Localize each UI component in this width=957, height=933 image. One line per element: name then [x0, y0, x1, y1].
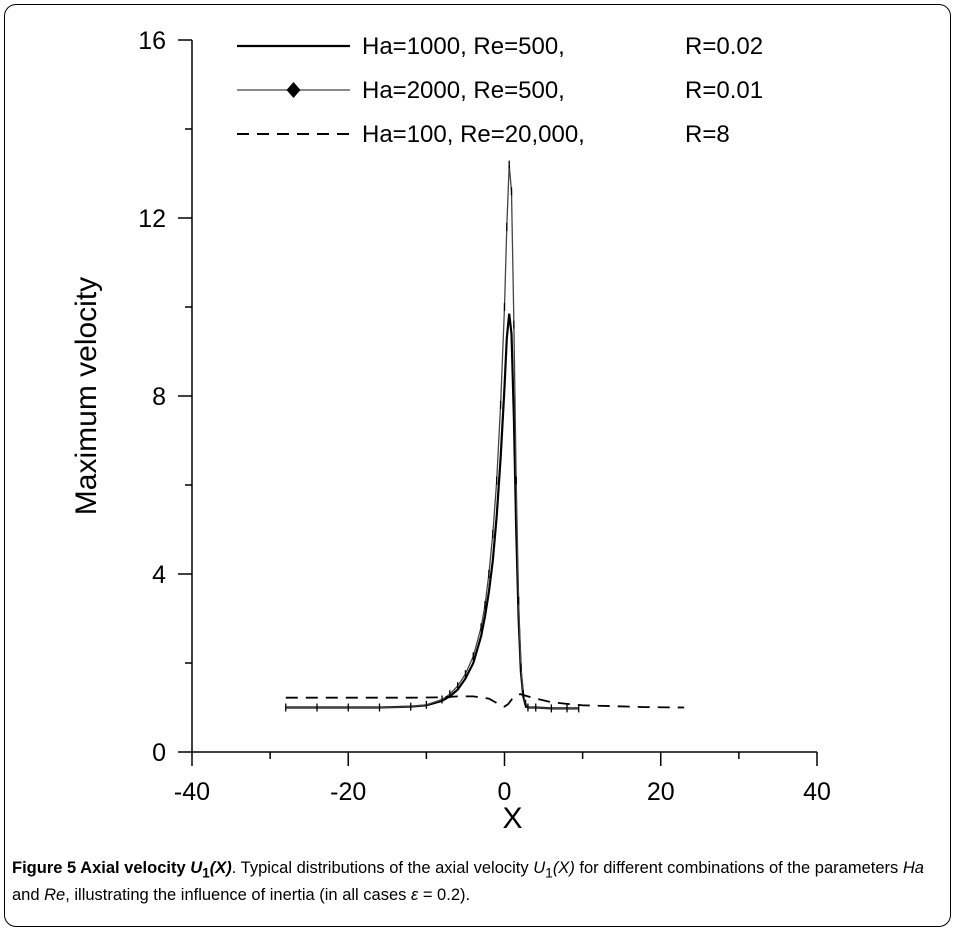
chart-axes: 0 4 8 12 16 -40 -20 0 20 40 X Maximum velocity [70, 27, 831, 835]
y-tick-label: 8 [152, 383, 166, 411]
series-line-2 [285, 164, 579, 710]
legend-param-3: R=8 [685, 121, 730, 148]
series-line-1 [285, 313, 579, 710]
x-tick-label: 40 [803, 778, 831, 806]
y-tick-label: 4 [152, 561, 166, 589]
y-tick-label: 16 [138, 27, 166, 55]
legend-diamond-marker [286, 82, 301, 98]
chart-series-layer [285, 160, 685, 713]
caption-text: Typical distributions of the axial veloc… [12, 859, 924, 905]
caption-label: Figure 5 Axial velocity U1(X) [12, 859, 232, 881]
legend-param-1: R=0.02 [685, 33, 763, 60]
x-axis-title: X [502, 802, 522, 835]
chart-legend: Ha=1000, Re=500, R=0.02 Ha=2000, Re=500, R=… [237, 33, 763, 148]
chart: 0 4 8 12 16 -40 -20 0 20 40 X Maximum velocity Ha=1… [70, 27, 831, 835]
series-line-3 [285, 693, 685, 709]
x-tick-label: 20 [647, 778, 675, 806]
x-tick-label: -40 [174, 778, 210, 806]
legend-param-2: R=0.01 [685, 77, 763, 104]
figure-caption: Figure 5 Axial velocity U1(X). Typical d… [12, 859, 924, 905]
x-tick-label: 0 [498, 778, 512, 806]
legend-label-1: Ha=1000, Re=500, [362, 33, 565, 60]
x-tick-label: -20 [330, 778, 366, 806]
y-tick-label: 12 [138, 205, 166, 233]
y-tick-label: 0 [152, 739, 166, 767]
legend-label-3: Ha=100, Re=20,000, [362, 121, 585, 148]
legend-label-2: Ha=2000, Re=500, [362, 77, 565, 104]
figure-frame [4, 4, 951, 927]
y-axis-title: Maximum velocity [70, 277, 103, 515]
